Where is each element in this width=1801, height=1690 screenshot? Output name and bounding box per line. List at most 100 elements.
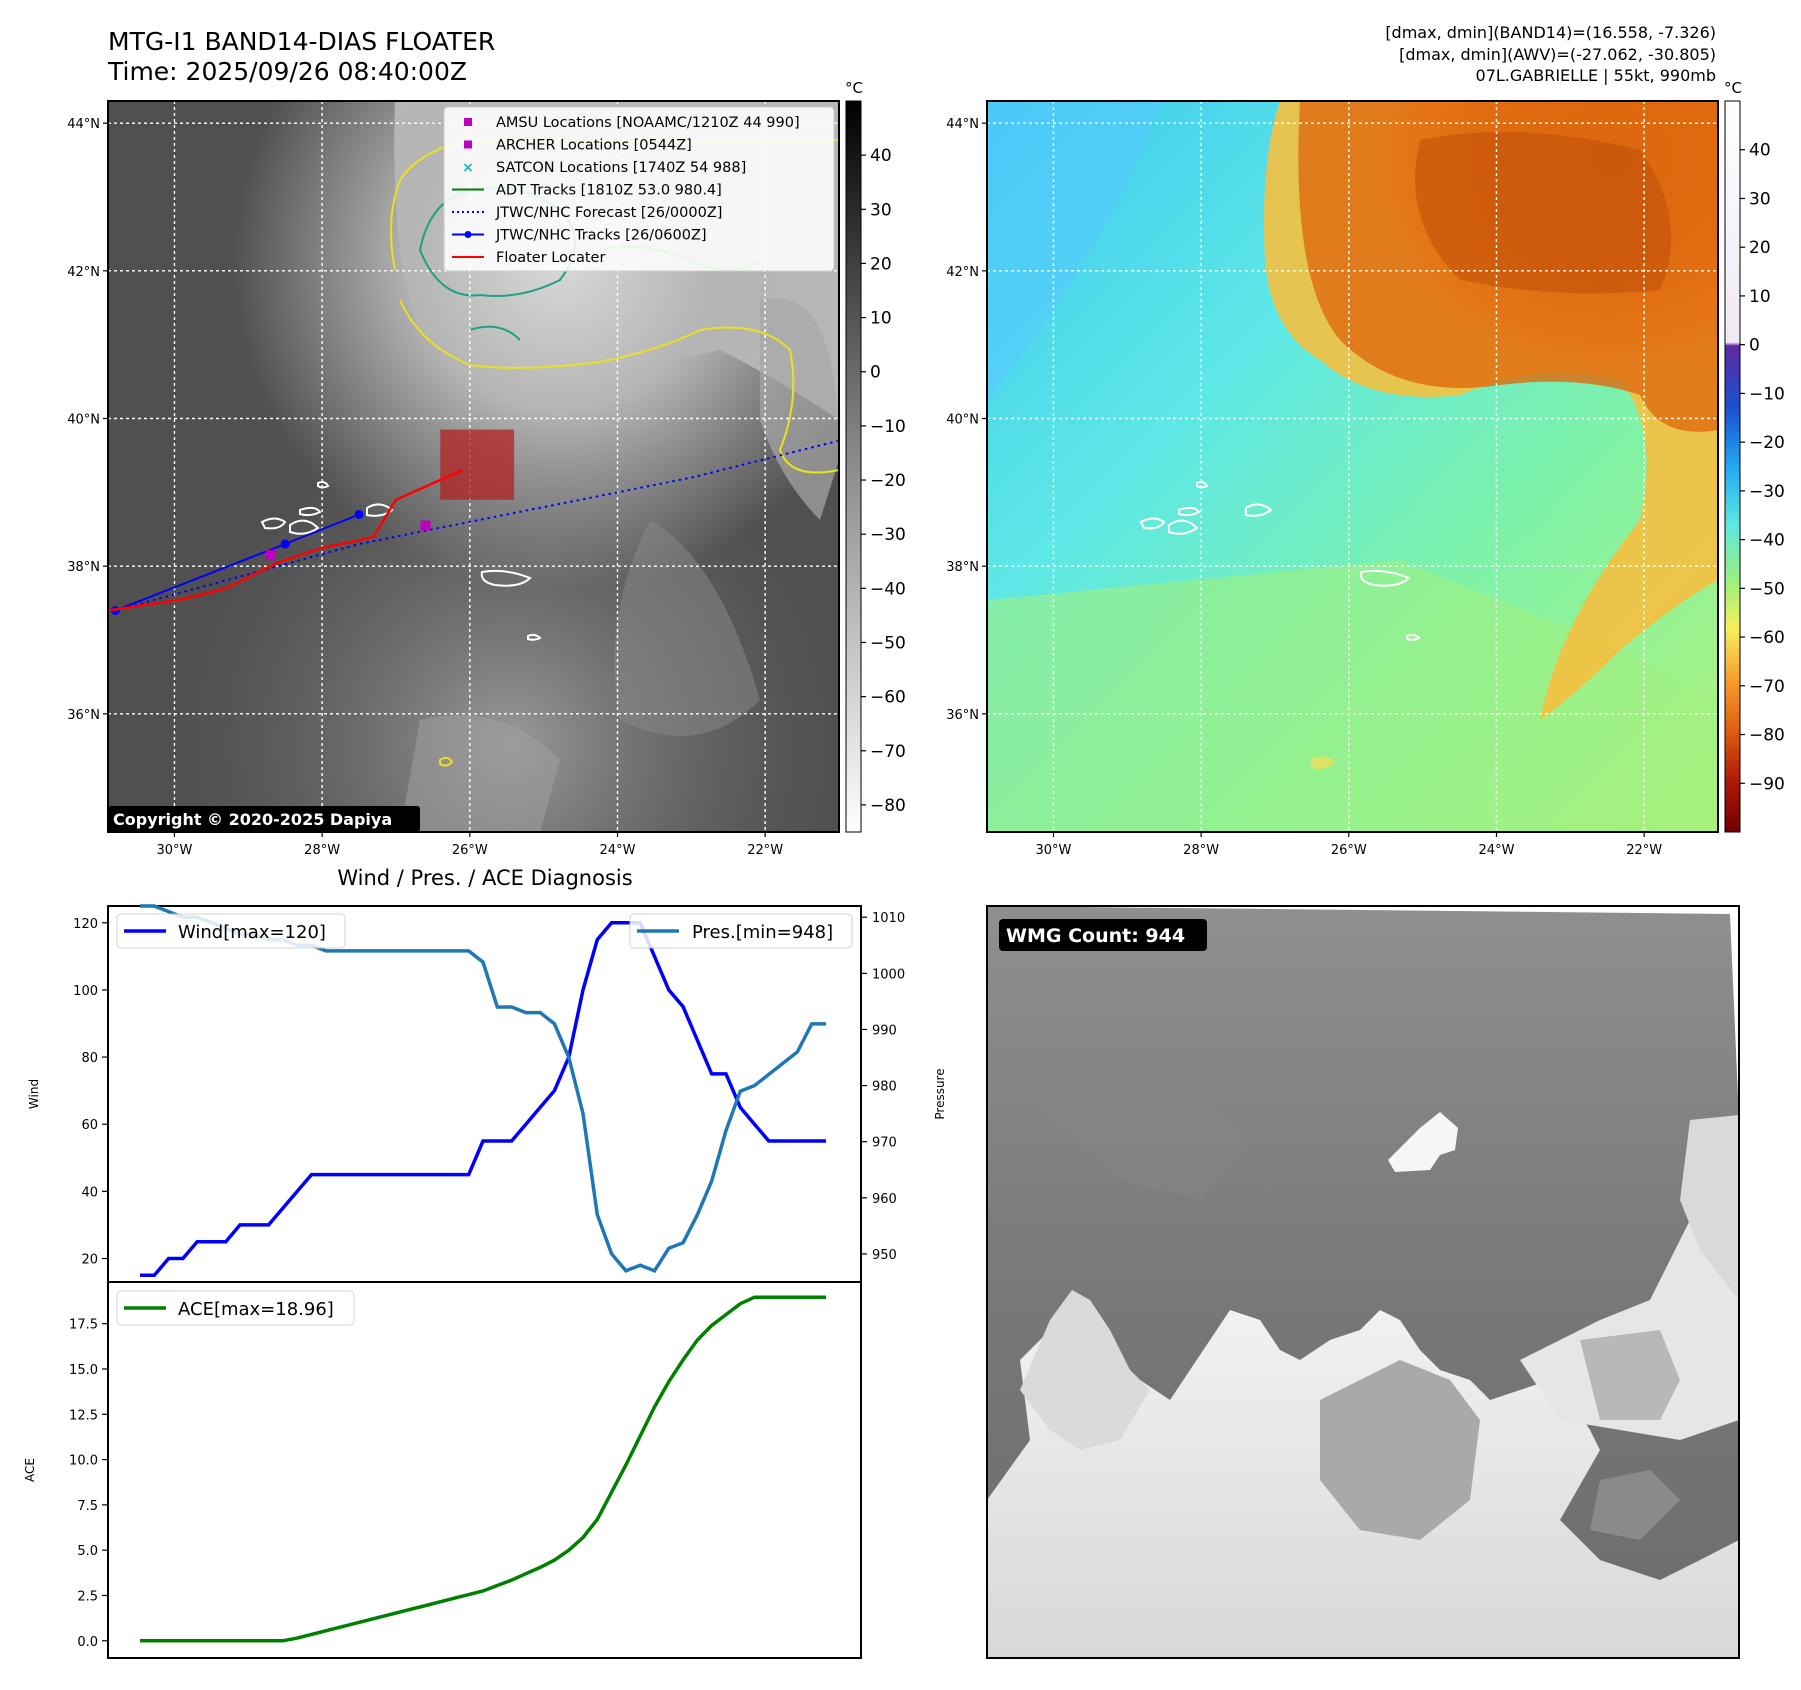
ir-lon-tick-label: 30°W (157, 843, 193, 858)
jtwc-track-point (280, 539, 290, 549)
ace-legend-label: ACE[max=18.96] (178, 1299, 334, 1320)
info-awv: [dmax, dmin](AWV)=(-27.062, -30.805) (1399, 45, 1716, 64)
ace-legend: ACE[max=18.96] (116, 1290, 355, 1326)
ir-colorbar-tick-label: −60 (870, 688, 906, 708)
wv-colorbar-tick-label: −90 (1749, 774, 1785, 794)
legend-item: AMSU Locations [NOAAMC/1210Z 44 990] (464, 115, 800, 131)
diagnosis-chart: Wind / Pres. / ACE Diagnosis Wind Pressu… (23, 866, 947, 1659)
wv-colorbar-tick-label: −50 (1749, 579, 1785, 599)
ir-colorbar-tick-label: 20 (870, 254, 892, 274)
figure-time: Time: 2025/09/26 08:40:00Z (107, 57, 467, 86)
wv-lon-tick-label: 28°W (1183, 843, 1219, 858)
wv-lon-ticks: 30°W 28°W 26°W 24°W 22°W (1036, 832, 1662, 858)
copyright-badge: Copyright © 2020-2025 Dapiya (108, 806, 420, 832)
wv-gridlines (987, 101, 1718, 832)
ace-tick-label: 5.0 (77, 1544, 98, 1559)
wind-tick-label: 40 (81, 1185, 98, 1200)
wind-tick-label: 80 (81, 1051, 98, 1066)
pressure-tick-label: 1010 (872, 911, 905, 926)
wmg-imagery (987, 906, 1739, 1658)
wv-colorbar-tick-label: −10 (1749, 384, 1785, 404)
wv-colorbar-tick-label: −60 (1749, 628, 1785, 648)
legend-item-label: SATCON Locations [1740Z 54 988] (496, 160, 746, 176)
ir-colorbar-tick-label: 10 (870, 309, 892, 329)
wind-tick-label: 20 (81, 1253, 98, 1268)
ir-colorbar-tick-label: 30 (870, 200, 892, 220)
ir-lon-ticks: 30°W 28°W 26°W 24°W 22°W (157, 832, 783, 858)
ir-map-panel: AMSU Locations [NOAAMC/1210Z 44 990] ARCH… (67, 100, 840, 858)
info-storm: 07L.GABRIELLE | 55kt, 990mb (1476, 66, 1716, 85)
legend-item-label: ARCHER Locations [0544Z] (496, 138, 692, 154)
ace-tick-label: 7.5 (77, 1499, 98, 1514)
ace-tick-label: 12.5 (69, 1408, 98, 1423)
ir-lon-tick-label: 28°W (304, 843, 340, 858)
ir-colorbar: °C 40 30 20 10 0 −10 −20 −30 −40 −50 −60 −70 −80 (845, 79, 906, 833)
wind-axis-label: Wind (27, 1079, 41, 1109)
ir-colorbar-tick-label: −50 (870, 633, 906, 653)
legend-item-label: ADT Tracks [1810Z 53.0 980.4] (496, 183, 722, 199)
ir-colorbar-unit: °C (845, 79, 863, 97)
wind-tick-label: 60 (81, 1118, 98, 1133)
copyright-text: Copyright © 2020-2025 Dapiya (113, 810, 392, 829)
ir-lon-tick-label: 24°W (600, 843, 636, 858)
ir-lat-tick-label: 44°N (67, 117, 100, 132)
header: MTG-I1 BAND14-DIAS FLOATER Time: 2025/09… (107, 23, 1716, 86)
ir-lat-tick-label: 40°N (67, 413, 100, 428)
legend-marker-square (464, 118, 472, 126)
wv-colorbar-tick-label: −80 (1749, 726, 1785, 746)
legend-item-label: JTWC/NHC Tracks [26/0600Z] (495, 228, 707, 244)
pressure-tick-label: 970 (872, 1136, 897, 1151)
pressure-tick-label: 990 (872, 1023, 897, 1038)
legend-item: JTWC/NHC Tracks [26/0600Z] (452, 228, 707, 244)
wind-legend-label: Wind[max=120] (178, 922, 326, 943)
ir-lat-tick-label: 42°N (67, 265, 100, 280)
ir-colorbar-tick-label: −40 (870, 579, 906, 599)
ace-ticks: 0.0 2.5 5.0 7.5 10.0 12.5 15.0 17.5 (69, 1318, 108, 1650)
ir-colorbar-tick-label: 40 (870, 146, 892, 166)
wind-ticks: 20 40 60 80 100 120 (73, 917, 108, 1268)
wv-lat-tick-label: 36°N (946, 708, 979, 723)
ir-lon-tick-label: 26°W (452, 843, 488, 858)
floater-box (440, 429, 515, 500)
wv-colorbar-tick-label: −30 (1749, 482, 1785, 502)
diagnosis-title: Wind / Pres. / ACE Diagnosis (337, 866, 632, 890)
pressure-tick-label: 1000 (872, 967, 905, 982)
ir-lon-tick-label: 22°W (747, 843, 783, 858)
legend-marker-dot (464, 231, 472, 238)
amsu-points (265, 520, 431, 561)
wv-lat-tick-label: 44°N (946, 117, 979, 132)
wind-tick-label: 120 (73, 917, 98, 932)
ace-tick-label: 15.0 (69, 1363, 98, 1378)
wv-map-panel: 30°W 28°W 26°W 24°W 22°W 44°N 42°N 40°N 38°N 36°… (946, 100, 1719, 858)
ir-lat-ticks: 44°N 42°N 40°N 38°N 36°N (67, 117, 108, 723)
wv-colorbar-tick-label: 40 (1749, 141, 1771, 161)
ace-tick-label: 10.0 (69, 1454, 98, 1469)
wv-lon-tick-label: 30°W (1036, 843, 1072, 858)
wv-imagery (987, 101, 1718, 832)
floater-locater-track (108, 469, 463, 612)
wv-colorbar-tick-label: 20 (1749, 238, 1771, 258)
wv-colorbar: °C 40 30 20 10 0 −10 −20 −30 −40 −50 −60 −70 −80 −90 (1724, 79, 1785, 833)
ace-tick-label: 2.5 (77, 1589, 98, 1604)
legend-marker-x: × (462, 160, 474, 176)
wv-map-frame (986, 100, 1719, 833)
wmg-frame (986, 905, 1740, 1659)
wv-colorbar-tick-label: 30 (1749, 189, 1771, 209)
pressure-legend-label: Pres.[min=948] (692, 922, 833, 943)
wv-lat-tick-label: 40°N (946, 413, 979, 428)
amsu-point (265, 550, 276, 561)
legend-item: ADT Tracks [1810Z 53.0 980.4] (452, 183, 722, 199)
legend-item-label: JTWC/NHC Forecast [26/0000Z] (495, 205, 722, 221)
wv-lon-tick-label: 24°W (1479, 843, 1515, 858)
wv-colorbar-tick-label: 10 (1749, 287, 1771, 307)
wv-lon-tick-label: 22°W (1626, 843, 1662, 858)
ir-colorbar-tick-label: −30 (870, 525, 906, 545)
wv-lon-tick-label: 26°W (1331, 843, 1367, 858)
wind-legend: Wind[max=120] (116, 913, 346, 949)
ir-colorbar-tick-label: −20 (870, 471, 906, 491)
legend-marker-square (464, 140, 472, 149)
ace-tick-label: 17.5 (69, 1318, 98, 1333)
wv-lat-tick-label: 42°N (946, 265, 979, 280)
info-band14: [dmax, dmin](BAND14)=(16.558, -7.326) (1385, 23, 1716, 42)
ir-colorbar-tick-label: −80 (870, 796, 906, 816)
